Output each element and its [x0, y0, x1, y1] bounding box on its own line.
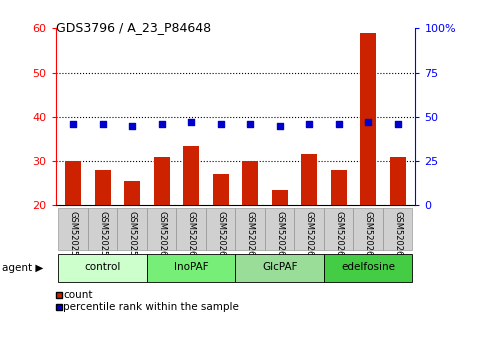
- Text: GSM520259: GSM520259: [128, 211, 137, 262]
- Bar: [295, 208, 324, 250]
- Point: [394, 121, 401, 127]
- Text: GSM520257: GSM520257: [69, 211, 78, 262]
- Text: GDS3796 / A_23_P84648: GDS3796 / A_23_P84648: [56, 21, 211, 34]
- Bar: [383, 208, 412, 250]
- Bar: [58, 208, 88, 250]
- Bar: [95, 170, 111, 205]
- Text: count: count: [63, 290, 93, 300]
- Bar: [324, 253, 412, 282]
- Text: control: control: [85, 262, 121, 272]
- Point: [305, 121, 313, 127]
- Bar: [236, 253, 324, 282]
- Text: GSM520262: GSM520262: [216, 211, 225, 262]
- Bar: [271, 190, 288, 205]
- Point: [364, 119, 372, 125]
- Text: agent ▶: agent ▶: [2, 263, 44, 273]
- Text: GSM520268: GSM520268: [393, 211, 402, 262]
- Bar: [324, 208, 354, 250]
- Text: GSM520264: GSM520264: [275, 211, 284, 262]
- Point: [246, 121, 254, 127]
- Bar: [242, 161, 258, 205]
- Text: percentile rank within the sample: percentile rank within the sample: [63, 302, 239, 312]
- Bar: [390, 156, 406, 205]
- Point: [158, 121, 166, 127]
- Text: edelfosine: edelfosine: [341, 262, 395, 272]
- Bar: [147, 208, 176, 250]
- Bar: [88, 208, 117, 250]
- Point: [99, 121, 107, 127]
- Bar: [236, 208, 265, 250]
- Bar: [360, 33, 376, 205]
- Point: [335, 121, 342, 127]
- Bar: [183, 145, 199, 205]
- Bar: [330, 170, 347, 205]
- Text: GSM520261: GSM520261: [187, 211, 196, 262]
- Bar: [265, 208, 295, 250]
- Bar: [58, 253, 147, 282]
- Point: [187, 119, 195, 125]
- Point: [128, 123, 136, 129]
- Bar: [147, 253, 236, 282]
- Point: [70, 121, 77, 127]
- Bar: [301, 154, 317, 205]
- Text: GSM520260: GSM520260: [157, 211, 166, 262]
- Text: GSM520265: GSM520265: [305, 211, 313, 262]
- Bar: [154, 156, 170, 205]
- Bar: [213, 175, 229, 205]
- Text: GlcPAF: GlcPAF: [262, 262, 298, 272]
- Point: [276, 123, 284, 129]
- Text: GSM520266: GSM520266: [334, 211, 343, 262]
- Bar: [65, 161, 81, 205]
- Text: GSM520267: GSM520267: [364, 211, 373, 262]
- Bar: [176, 208, 206, 250]
- Text: InoPAF: InoPAF: [174, 262, 209, 272]
- Text: GSM520258: GSM520258: [98, 211, 107, 262]
- Bar: [117, 208, 147, 250]
- Bar: [354, 208, 383, 250]
- Bar: [124, 181, 141, 205]
- Bar: [206, 208, 236, 250]
- Point: [217, 121, 225, 127]
- Text: GSM520263: GSM520263: [246, 211, 255, 262]
